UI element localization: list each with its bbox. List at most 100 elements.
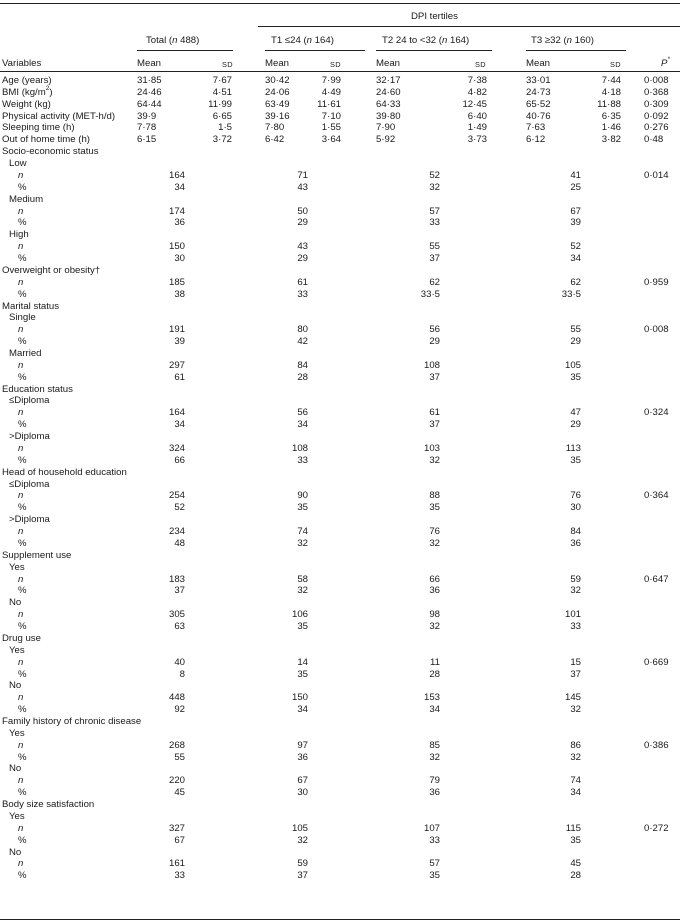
t1-sd-cell: 1·55: [321, 122, 341, 134]
t1-value-cell: 35: [297, 621, 308, 633]
table-row: % 66 33 32 35: [0, 455, 680, 467]
total-value-cell: 191: [168, 324, 185, 336]
table-row: % 52 35 35 30: [0, 502, 680, 514]
t2-mean-cell: 39·80: [376, 110, 401, 122]
subcategory-label: Yes: [9, 644, 25, 656]
total-sd-cell: 4·51: [212, 86, 232, 98]
table-row: Sleeping time (h) 7·78 1·5 7·80 1·55 7·90 1·49…: [0, 122, 680, 134]
total-mean-cell: 6·15: [137, 134, 157, 146]
t2-mean-cell: 64·33: [376, 98, 401, 110]
t1-sd-heading: SD: [330, 60, 341, 69]
t3-value-cell: 39: [570, 217, 581, 229]
t1-value-cell: 32: [297, 537, 308, 549]
total-value-cell: 33: [174, 870, 185, 882]
total-value-cell: 324: [168, 442, 185, 454]
t3-sd-cell: 4·18: [601, 86, 621, 98]
table-row: % 55 36 32 32: [0, 752, 680, 764]
section-label: Head of household education: [2, 466, 127, 478]
t2-group-rule: [376, 50, 492, 51]
p-value-cell: 0·008: [644, 75, 669, 86]
t3-value-cell: 32: [570, 585, 581, 597]
table-row: n 268 97 85 86 0·386: [0, 740, 680, 752]
t3-sd-cell: 7·44: [601, 75, 621, 86]
row-label: n: [18, 858, 24, 870]
total-value-cell: 67: [174, 834, 185, 846]
section-label: Body size satisfaction: [2, 799, 95, 811]
table-bottom-rule: [0, 919, 680, 920]
t1-value-cell: 32: [297, 585, 308, 597]
p-value-cell: 0·014: [644, 169, 669, 181]
t1-value-cell: 43: [297, 181, 308, 193]
t2-value-cell: 32: [429, 621, 440, 633]
t3-value-cell: 35: [570, 834, 581, 846]
row-label: %: [18, 336, 27, 348]
table-row: Weight (kg) 64·44 11·99 63·49 11·61 64·33 12·4…: [0, 99, 680, 111]
table-row: % 34 34 37 29: [0, 419, 680, 431]
row-label: n: [18, 442, 24, 454]
subcategory-label: Single: [9, 312, 36, 324]
t2-value-cell: 32: [429, 454, 440, 466]
row-label: n: [18, 169, 24, 181]
table-row: % 48 32 32 36: [0, 538, 680, 550]
subcategory-label: Yes: [9, 727, 25, 739]
group-t3-heading: T3 ≥32 (n 160): [531, 35, 594, 46]
t3-mean-cell: 6·12: [526, 134, 546, 146]
row-label: Out of home time (h): [2, 134, 90, 146]
subcategory-row: ≤Diploma: [0, 479, 680, 491]
section-label: Drug use: [2, 632, 41, 644]
total-value-cell: 37: [174, 585, 185, 597]
row-label: Age (years): [2, 75, 52, 86]
subcategory-row: No: [0, 763, 680, 775]
t3-value-cell: 36: [570, 537, 581, 549]
t3-sd-cell: 1·46: [601, 122, 621, 134]
subcategory-label: >Diploma: [9, 514, 50, 526]
total-value-cell: 327: [168, 822, 185, 834]
t1-value-cell: 32: [297, 834, 308, 846]
group-t1-heading: T1 ≤24 (n 164): [271, 35, 334, 46]
t2-mean-cell: 5·92: [376, 134, 396, 146]
t2-sd-cell: 1·49: [467, 122, 487, 134]
row-label: %: [18, 585, 27, 597]
p-value-cell: 0·272: [644, 822, 669, 834]
total-sd-cell: 11·99: [208, 98, 232, 110]
row-label: n: [18, 822, 24, 834]
t2-value-cell: 37: [429, 419, 440, 431]
t2-value-cell: 55: [429, 241, 440, 253]
subcategory-label: Married: [9, 348, 42, 359]
t2-value-cell: 37: [429, 253, 440, 265]
t1-sd-cell: 7·99: [321, 75, 341, 86]
total-value-cell: 40: [174, 656, 185, 668]
total-value-cell: 48: [174, 537, 185, 549]
total-value-cell: 61: [174, 371, 185, 383]
t3-sd-cell: 6·35: [601, 110, 621, 122]
row-label: n: [18, 241, 24, 253]
p-value-cell: 0·669: [644, 656, 669, 668]
t3-value-cell: 115: [565, 822, 581, 834]
subcategory-row: No: [0, 847, 680, 859]
total-sd-cell: 7·67: [212, 75, 232, 86]
t3-value-cell: 15: [570, 656, 581, 668]
t2-value-cell: 35: [429, 870, 440, 882]
group-t2-heading: T2 24 to <32 (n 164): [382, 35, 470, 46]
t3-value-cell: 105: [564, 359, 581, 371]
t2-value-cell: 11: [430, 656, 440, 668]
table-row: n 164 56 61 47 0·324: [0, 407, 680, 419]
row-label: n: [18, 526, 24, 538]
table-row: % 33 37 35 28: [0, 870, 680, 882]
table-row: n 324 108 103 113: [0, 443, 680, 455]
total-value-cell: 8: [179, 668, 185, 680]
total-value-cell: 297: [168, 359, 185, 371]
total-value-cell: 45: [174, 787, 185, 799]
p-value-cell: 0·008: [644, 324, 669, 336]
total-mean-cell: 31·85: [137, 75, 162, 86]
total-value-cell: 254: [168, 490, 185, 502]
section-row: Supplement use: [0, 550, 680, 562]
t2-value-cell: 103: [423, 442, 440, 454]
total-value-cell: 185: [168, 276, 185, 288]
row-label: n: [18, 739, 24, 751]
total-value-cell: 38: [174, 288, 185, 300]
t2-value-cell: 33: [429, 217, 440, 229]
t1-mean-cell: 39·16: [265, 110, 290, 122]
t3-mean-heading: Mean: [526, 58, 550, 69]
table-row: n 161 59 57 45: [0, 858, 680, 870]
